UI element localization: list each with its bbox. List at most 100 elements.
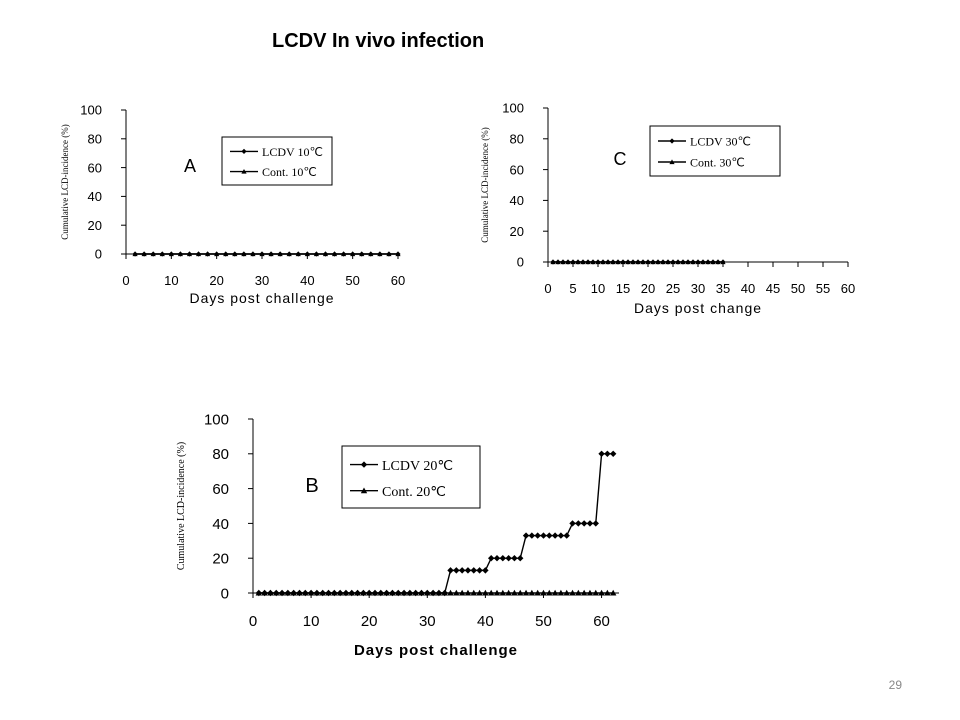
data-point [350, 251, 356, 257]
data-point [605, 259, 611, 265]
y-tick-label: 100 [502, 101, 524, 116]
legend-entry: LCDV 10℃ [262, 145, 323, 159]
legend-box [341, 445, 481, 509]
data-point [511, 555, 518, 562]
legend: LCDV 30℃ Cont. 30℃ [649, 125, 781, 177]
legend-entry: Cont. 20℃ [382, 485, 446, 500]
series-control [132, 251, 401, 257]
data-point [695, 259, 701, 265]
legend-marker [360, 487, 368, 494]
x-axis-label: Days post challenge [354, 642, 518, 659]
legend-entry: LCDV 20℃ [382, 459, 453, 474]
data-point [675, 259, 681, 265]
x-tick-label: 60 [391, 273, 405, 288]
data-point [141, 251, 147, 257]
data-point [546, 589, 553, 596]
x-tick-label: 20 [641, 281, 655, 296]
data-point [640, 259, 646, 265]
data-point [551, 589, 559, 596]
data-point [470, 589, 477, 596]
data-point [615, 259, 621, 265]
y-tick-label: 0 [221, 585, 229, 602]
legend-entry: Cont. 30℃ [690, 156, 745, 170]
legend: LCDV 10℃ Cont. 10℃ [221, 136, 333, 186]
data-point [331, 251, 338, 257]
data-point [267, 589, 274, 596]
data-point [377, 251, 383, 257]
data-point [259, 251, 265, 257]
y-axis-label: Cumulative LCD-incidence (%) [60, 124, 70, 239]
data-point [290, 589, 297, 596]
data-point [550, 259, 556, 265]
data-point [700, 259, 706, 265]
data-point [670, 259, 676, 265]
data-point [592, 520, 599, 527]
data-point [325, 589, 332, 596]
x-tick-label: 50 [345, 273, 359, 288]
page-number: 29 [888, 678, 902, 692]
data-point [412, 589, 419, 596]
x-tick-label: 35 [716, 281, 730, 296]
y-tick-label: 100 [80, 103, 102, 118]
data-point [319, 589, 326, 596]
data-point [295, 251, 301, 257]
data-point [522, 589, 530, 596]
data-point [132, 251, 138, 257]
data-point [482, 567, 489, 574]
y-tick-label: 60 [212, 481, 229, 498]
y-tick-label: 60 [510, 162, 524, 177]
data-point [458, 589, 466, 596]
data-point [487, 589, 495, 596]
x-tick-label: 0 [249, 613, 257, 630]
x-tick-label: 5 [569, 281, 576, 296]
data-point [277, 251, 283, 257]
data-point [386, 251, 392, 257]
data-point [586, 589, 594, 596]
x-tick-label: 55 [816, 281, 830, 296]
data-point [195, 251, 202, 257]
data-point [680, 259, 686, 265]
data-point [580, 589, 588, 596]
data-point [250, 251, 256, 257]
data-point [341, 251, 347, 257]
data-point [551, 532, 559, 539]
x-tick-label: 30 [691, 281, 705, 296]
data-point [476, 567, 483, 574]
data-point [273, 589, 280, 596]
data-point [575, 589, 582, 596]
data-point [517, 555, 524, 562]
data-point [400, 589, 408, 596]
y-tick-label: 20 [88, 218, 102, 233]
data-point [464, 567, 472, 574]
data-point [177, 251, 183, 257]
legend-box [649, 125, 781, 177]
data-point [429, 589, 437, 596]
y-axis-label: Cumulative LCD-incidence (%) [176, 442, 187, 570]
x-tick-label: 15 [616, 281, 630, 296]
x-tick-label: 20 [209, 273, 223, 288]
data-point [302, 589, 309, 596]
y-tick-label: 40 [88, 189, 102, 204]
data-point [592, 589, 599, 596]
legend-marker [360, 461, 368, 468]
data-point [255, 589, 263, 596]
data-point [476, 589, 483, 596]
data-point [342, 589, 350, 596]
chart-panel-b: 0 20 40 60 80 100 0 10 20 30 40 50 60 Days post chall… [176, 411, 619, 659]
legend-marker [241, 148, 247, 154]
data-point [660, 259, 666, 265]
x-tick-label: 40 [741, 281, 755, 296]
x-tick-label: 20 [361, 613, 378, 630]
data-point [565, 259, 571, 265]
y-tick-label: 20 [510, 224, 524, 239]
data-point [600, 259, 606, 265]
data-point [540, 589, 547, 596]
data-point [610, 259, 616, 265]
data-point [580, 520, 588, 527]
x-tick-label: 40 [300, 273, 314, 288]
data-point [223, 251, 229, 257]
data-point [464, 589, 472, 596]
data-point [635, 259, 641, 265]
data-point [598, 589, 605, 596]
data-point [493, 555, 501, 562]
